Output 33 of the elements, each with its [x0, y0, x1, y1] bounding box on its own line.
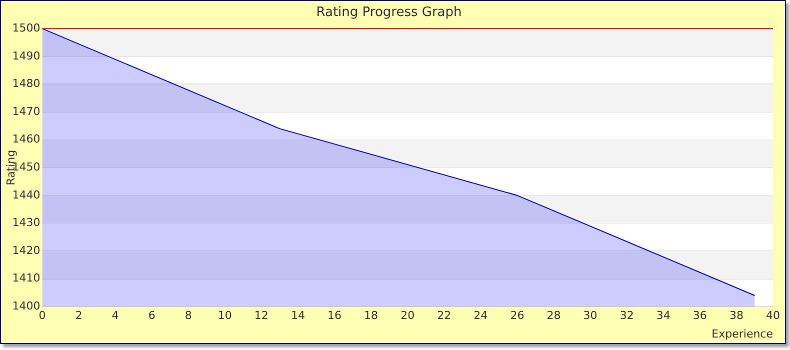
chart-title: Rating Progress Graph [316, 5, 462, 20]
y-tick-label: 1430 [12, 216, 40, 230]
x-tick-label: 4 [112, 309, 119, 322]
x-axis-title: Experience [712, 327, 774, 340]
x-tick-label: 30 [583, 309, 598, 322]
x-tick-label: 38 [729, 309, 744, 322]
x-tick-label: 10 [218, 309, 232, 322]
x-tick-label: 14 [290, 309, 305, 322]
x-tick-label: 32 [620, 309, 634, 322]
x-tick-label: 28 [546, 309, 561, 322]
x-tick-label: 40 [766, 309, 780, 322]
x-tick-label: 34 [656, 309, 670, 322]
y-tick-label: 1420 [12, 244, 40, 257]
y-tick-label: 1490 [12, 49, 40, 62]
y-tick-label: 1470 [12, 104, 40, 118]
y-tick-label: 1500 [12, 21, 40, 34]
x-tick-label: 36 [692, 309, 707, 322]
y-tick-label: 1460 [12, 132, 40, 146]
x-tick-label: 12 [254, 309, 268, 322]
x-tick-label: 18 [364, 309, 378, 322]
y-tick-label: 1400 [12, 299, 40, 312]
x-tick-label: 2 [75, 309, 82, 322]
x-tick-label: 6 [148, 309, 156, 322]
x-tick-label: 20 [400, 309, 415, 322]
y-tick-label: 1440 [12, 188, 40, 202]
x-tick-label: 16 [328, 309, 342, 322]
x-tick-label: 24 [474, 309, 488, 322]
x-tick-label: 0 [38, 309, 46, 322]
y-tick-label: 1480 [12, 77, 40, 90]
x-tick-label: 26 [510, 309, 524, 322]
x-tick-label: 22 [437, 309, 452, 322]
x-tick-label: 8 [184, 309, 192, 322]
y-tick-label: 1410 [12, 272, 40, 285]
